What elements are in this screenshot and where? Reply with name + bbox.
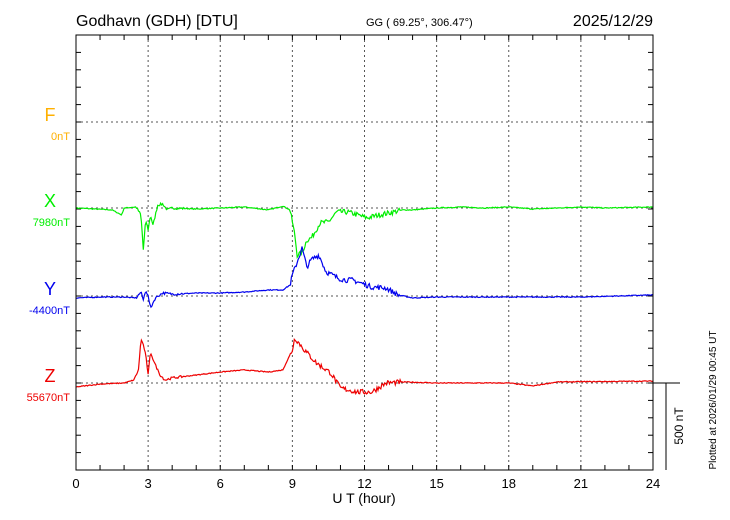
- grid: [76, 35, 653, 470]
- station-title: Godhavn (GDH) [DTU]: [76, 13, 238, 30]
- x-tick-label: 18: [502, 476, 516, 491]
- series-name-x: X: [44, 191, 56, 211]
- x-tick-label: 24: [646, 476, 660, 491]
- scale-bar-label: 500 nT: [672, 407, 686, 445]
- x-tick-label: 9: [289, 476, 296, 491]
- plot-frame: [75, 34, 654, 471]
- x-tick-label: 6: [217, 476, 224, 491]
- series-line-y: [75, 246, 654, 309]
- series-baseline-y: -4400nT: [29, 305, 70, 317]
- axis-ticks: [76, 34, 653, 471]
- series-labels: F 0nT X 7980nT Y -4400nT Z 55670nT: [27, 105, 71, 404]
- series-name-y: Y: [44, 279, 56, 299]
- series-baseline-z: 55670nT: [27, 392, 71, 404]
- series-line-z: [75, 338, 654, 396]
- date-label: 2025/12/29: [573, 13, 653, 30]
- x-tick-labels: 0 3 6 9 12 15 18 21 24: [72, 476, 660, 491]
- series-line-x: [75, 201, 654, 259]
- x-tick-label: 0: [72, 476, 79, 491]
- coordinates-label: GG ( 69.25°, 306.47°): [366, 17, 473, 29]
- x-tick-label: 3: [145, 476, 152, 491]
- series-name-f: F: [45, 105, 56, 125]
- x-axis-label: U T (hour): [332, 490, 395, 506]
- plotted-timestamp: Plotted at 2026/01/29 00:45 UT: [708, 331, 719, 470]
- x-tick-label: 21: [574, 476, 588, 491]
- x-tick-label: 12: [357, 476, 371, 491]
- x-tick-label: 15: [429, 476, 443, 491]
- series-lines: [75, 201, 654, 396]
- series-name-z: Z: [45, 366, 56, 386]
- series-baseline-x: 7980nT: [33, 217, 71, 229]
- series-baseline-f: 0nT: [51, 131, 70, 143]
